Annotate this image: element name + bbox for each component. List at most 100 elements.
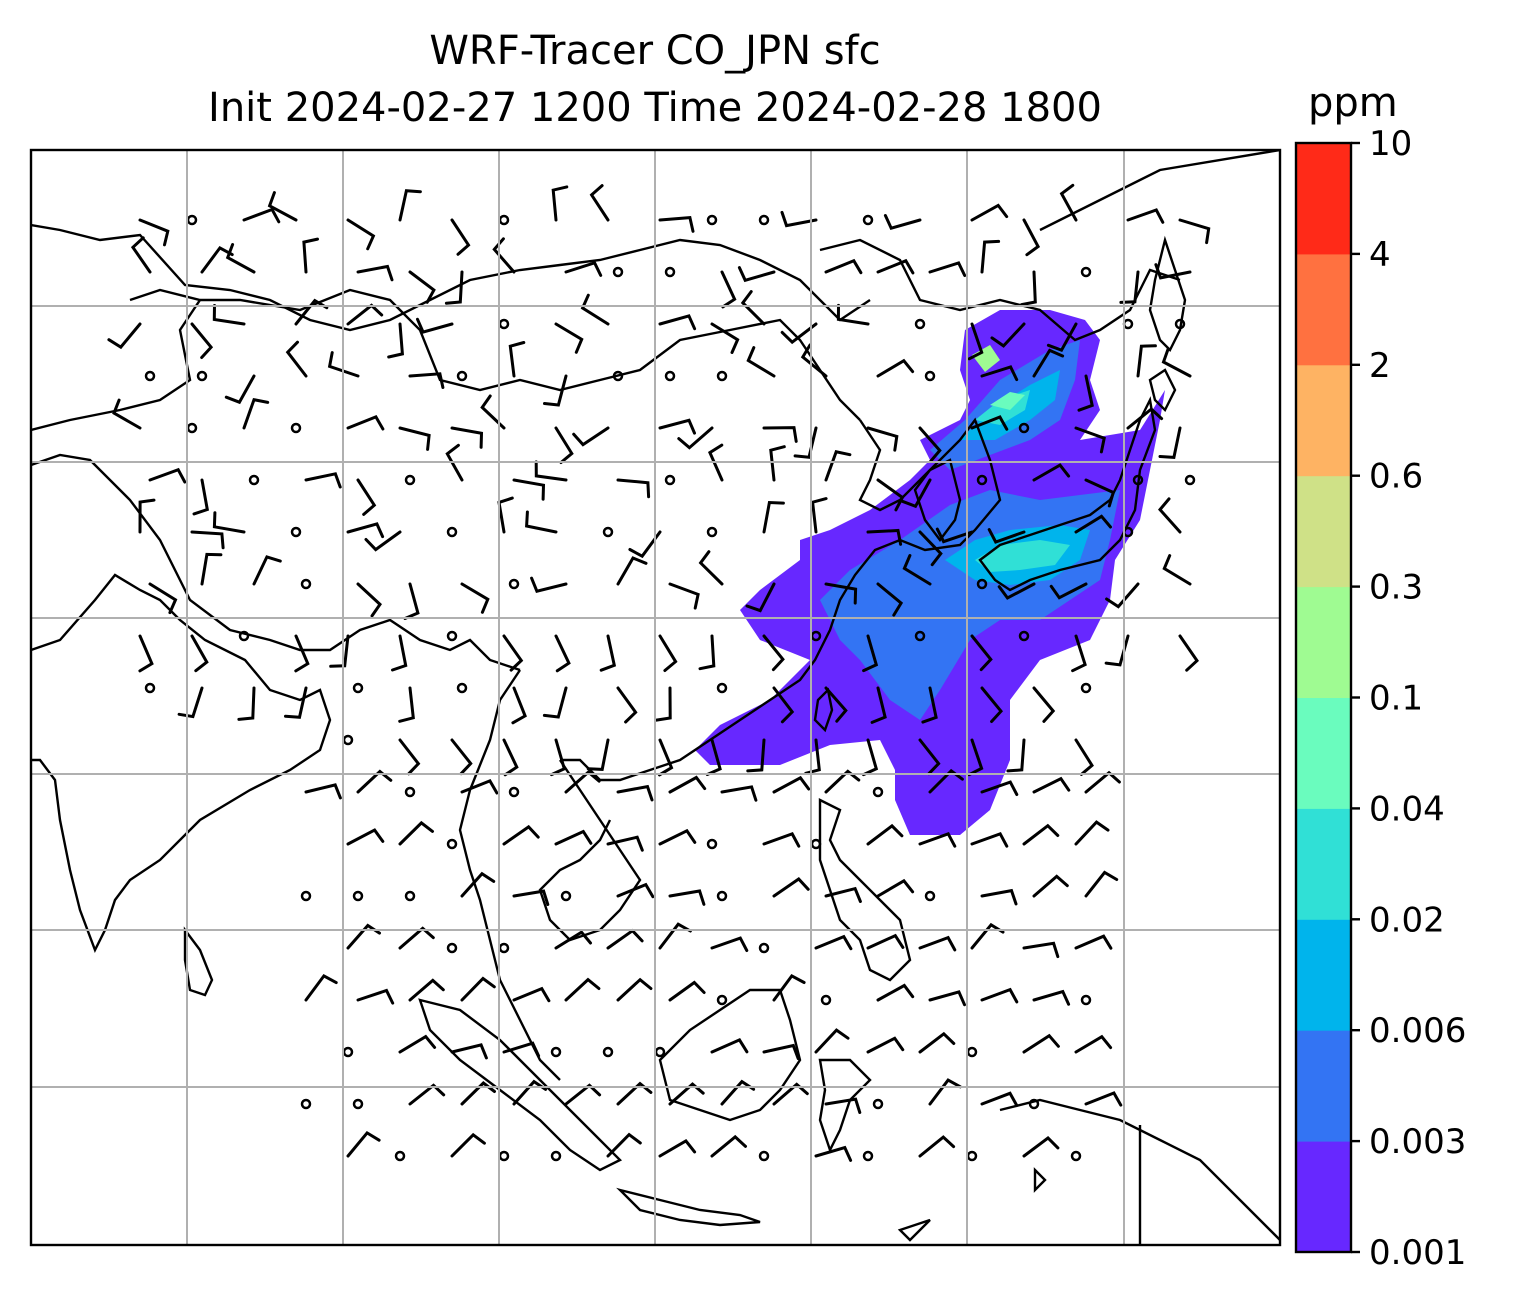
wind-barb — [450, 1043, 488, 1060]
wind-barb — [512, 889, 550, 906]
wind-barb — [403, 582, 420, 620]
wind-barb — [445, 443, 464, 482]
wind-barb — [824, 686, 848, 723]
wind-barb — [460, 779, 499, 795]
wind-barb — [980, 1091, 1019, 1107]
wind-barb — [668, 980, 706, 1002]
wind-barb — [824, 769, 861, 794]
wind-barb — [502, 824, 540, 846]
wind-barb — [1104, 634, 1130, 667]
wind-barb — [710, 1038, 749, 1054]
wind-barb — [1022, 823, 1060, 846]
colorbar-segment — [1296, 364, 1351, 477]
wind-barb — [658, 828, 697, 846]
calm-wind-marker — [758, 1150, 770, 1162]
wind-barb — [242, 207, 281, 224]
wind-barb — [698, 634, 716, 671]
wind-barb — [928, 990, 966, 1007]
wind-barb — [512, 986, 551, 1003]
calm-wind-marker — [914, 318, 926, 330]
calm-wind-marker — [144, 682, 156, 694]
wind-barb — [304, 783, 342, 800]
calm-wind-marker — [498, 318, 510, 330]
wind-barb — [772, 775, 811, 794]
wind-barb — [1084, 870, 1119, 898]
wind-barb — [980, 239, 1001, 274]
wind-barb — [304, 973, 338, 1002]
colorbar-tick-label: 0.006 — [1369, 1011, 1466, 1051]
wind-barb — [391, 634, 408, 672]
wind-barb — [212, 304, 246, 326]
calm-wind-marker — [1174, 318, 1186, 330]
calm-wind-marker — [706, 526, 718, 538]
wind-barb — [408, 270, 436, 304]
wind-barb — [1074, 738, 1094, 776]
calm-wind-marker — [446, 838, 458, 850]
calm-wind-marker — [914, 630, 926, 642]
wind-barb — [450, 738, 473, 776]
wind-barb — [980, 780, 1019, 796]
wind-barb — [550, 738, 567, 777]
calm-wind-marker — [1122, 318, 1134, 330]
calm-wind-marker — [446, 942, 458, 954]
wind-barb — [745, 582, 776, 613]
calm-wind-marker — [1028, 1098, 1040, 1110]
calm-wind-marker — [976, 578, 988, 590]
wind-barb — [1071, 634, 1087, 673]
wind-barb — [480, 394, 506, 430]
wind-barb — [346, 923, 381, 950]
wind-barb — [720, 1079, 756, 1106]
wind-barb — [1178, 634, 1199, 672]
colorbar-segment — [1296, 143, 1351, 255]
plume-band-002 — [975, 540, 1070, 572]
wind-barb — [980, 365, 1019, 382]
wind-barb — [1126, 208, 1165, 224]
wind-barb — [654, 686, 672, 722]
calm-wind-marker — [1132, 474, 1144, 486]
wind-barb — [606, 928, 644, 950]
calm-wind-marker — [664, 370, 676, 382]
wind-barb — [138, 218, 170, 247]
calm-wind-marker — [342, 1046, 354, 1058]
wind-barb — [1074, 426, 1106, 454]
wind-barb — [387, 322, 404, 359]
wind-barb — [762, 832, 801, 848]
wind-barb — [769, 445, 786, 482]
wind-barb — [460, 871, 496, 898]
wind-barb — [928, 261, 967, 277]
wind-barb — [876, 258, 915, 275]
calm-wind-marker — [248, 474, 260, 486]
wind-barb — [606, 835, 644, 852]
wind-barb — [492, 237, 516, 274]
wind-barb — [346, 415, 385, 431]
colorbar-segment — [1296, 808, 1351, 920]
wind-barb — [408, 1083, 446, 1106]
wind-barb — [285, 340, 308, 378]
wind-barb — [346, 303, 384, 326]
wind-barb — [970, 634, 993, 672]
wind-barb — [525, 510, 558, 534]
wind-barb — [668, 582, 700, 610]
wind-barb — [862, 634, 879, 673]
wind-barb — [780, 322, 818, 345]
calm-wind-marker — [1080, 682, 1092, 694]
calm-wind-marker — [966, 1046, 978, 1058]
wind-barb — [554, 930, 592, 950]
wind-barb — [534, 460, 568, 482]
colorbar-segment — [1296, 1141, 1351, 1253]
wind-barb — [225, 243, 256, 274]
wind-barb — [398, 189, 422, 222]
wind-barb — [1154, 263, 1192, 280]
wind-barb — [616, 556, 648, 586]
wind-barb — [107, 322, 142, 350]
colorbar-tick-label: 4 — [1369, 235, 1391, 275]
calm-wind-marker — [612, 266, 624, 278]
colorbar-segment — [1296, 1030, 1351, 1142]
wind-barb — [200, 245, 234, 274]
calm-wind-marker — [498, 942, 510, 954]
wind-barb — [148, 582, 178, 615]
calm-wind-marker — [1018, 630, 1030, 642]
wind-barb — [918, 426, 942, 463]
wind-barb — [252, 555, 282, 586]
wind-barb — [866, 528, 903, 546]
